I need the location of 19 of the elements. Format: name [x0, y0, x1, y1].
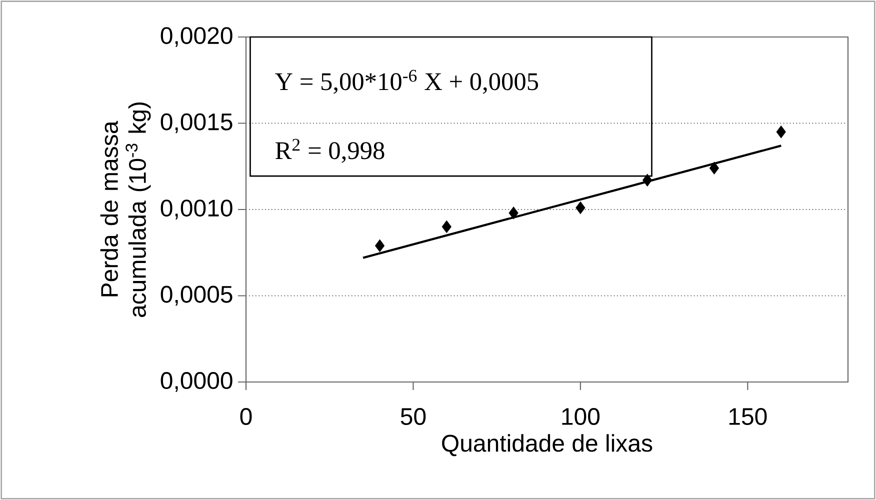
x-tick-label: 150 [729, 408, 767, 426]
annotation: R$^{2}$ = 0,998 [276, 138, 384, 163]
x-tick-label: 100 [562, 408, 600, 426]
point [642, 174, 652, 186]
x-tick-label: 0 [240, 408, 252, 426]
point [776, 126, 786, 138]
y-tick-label: 0,0005 [160, 286, 232, 306]
y-tick-label: 0,0015 [160, 113, 232, 134]
y-tick-label: 0,0020 [160, 27, 232, 47]
x-axis-title: Quantidade de lixas [442, 434, 652, 456]
point [508, 206, 518, 220]
y-tick-label: 0,0010 [160, 200, 232, 220]
y-tick-label: 0,0000 [160, 372, 232, 392]
point [576, 202, 586, 214]
point [709, 162, 719, 174]
point [375, 239, 385, 252]
point [442, 220, 452, 234]
annotation: Y = 5,00*10$^{-6}$ X + 0,0005 [275, 70, 538, 94]
x-tick-label: 50 [400, 408, 426, 426]
